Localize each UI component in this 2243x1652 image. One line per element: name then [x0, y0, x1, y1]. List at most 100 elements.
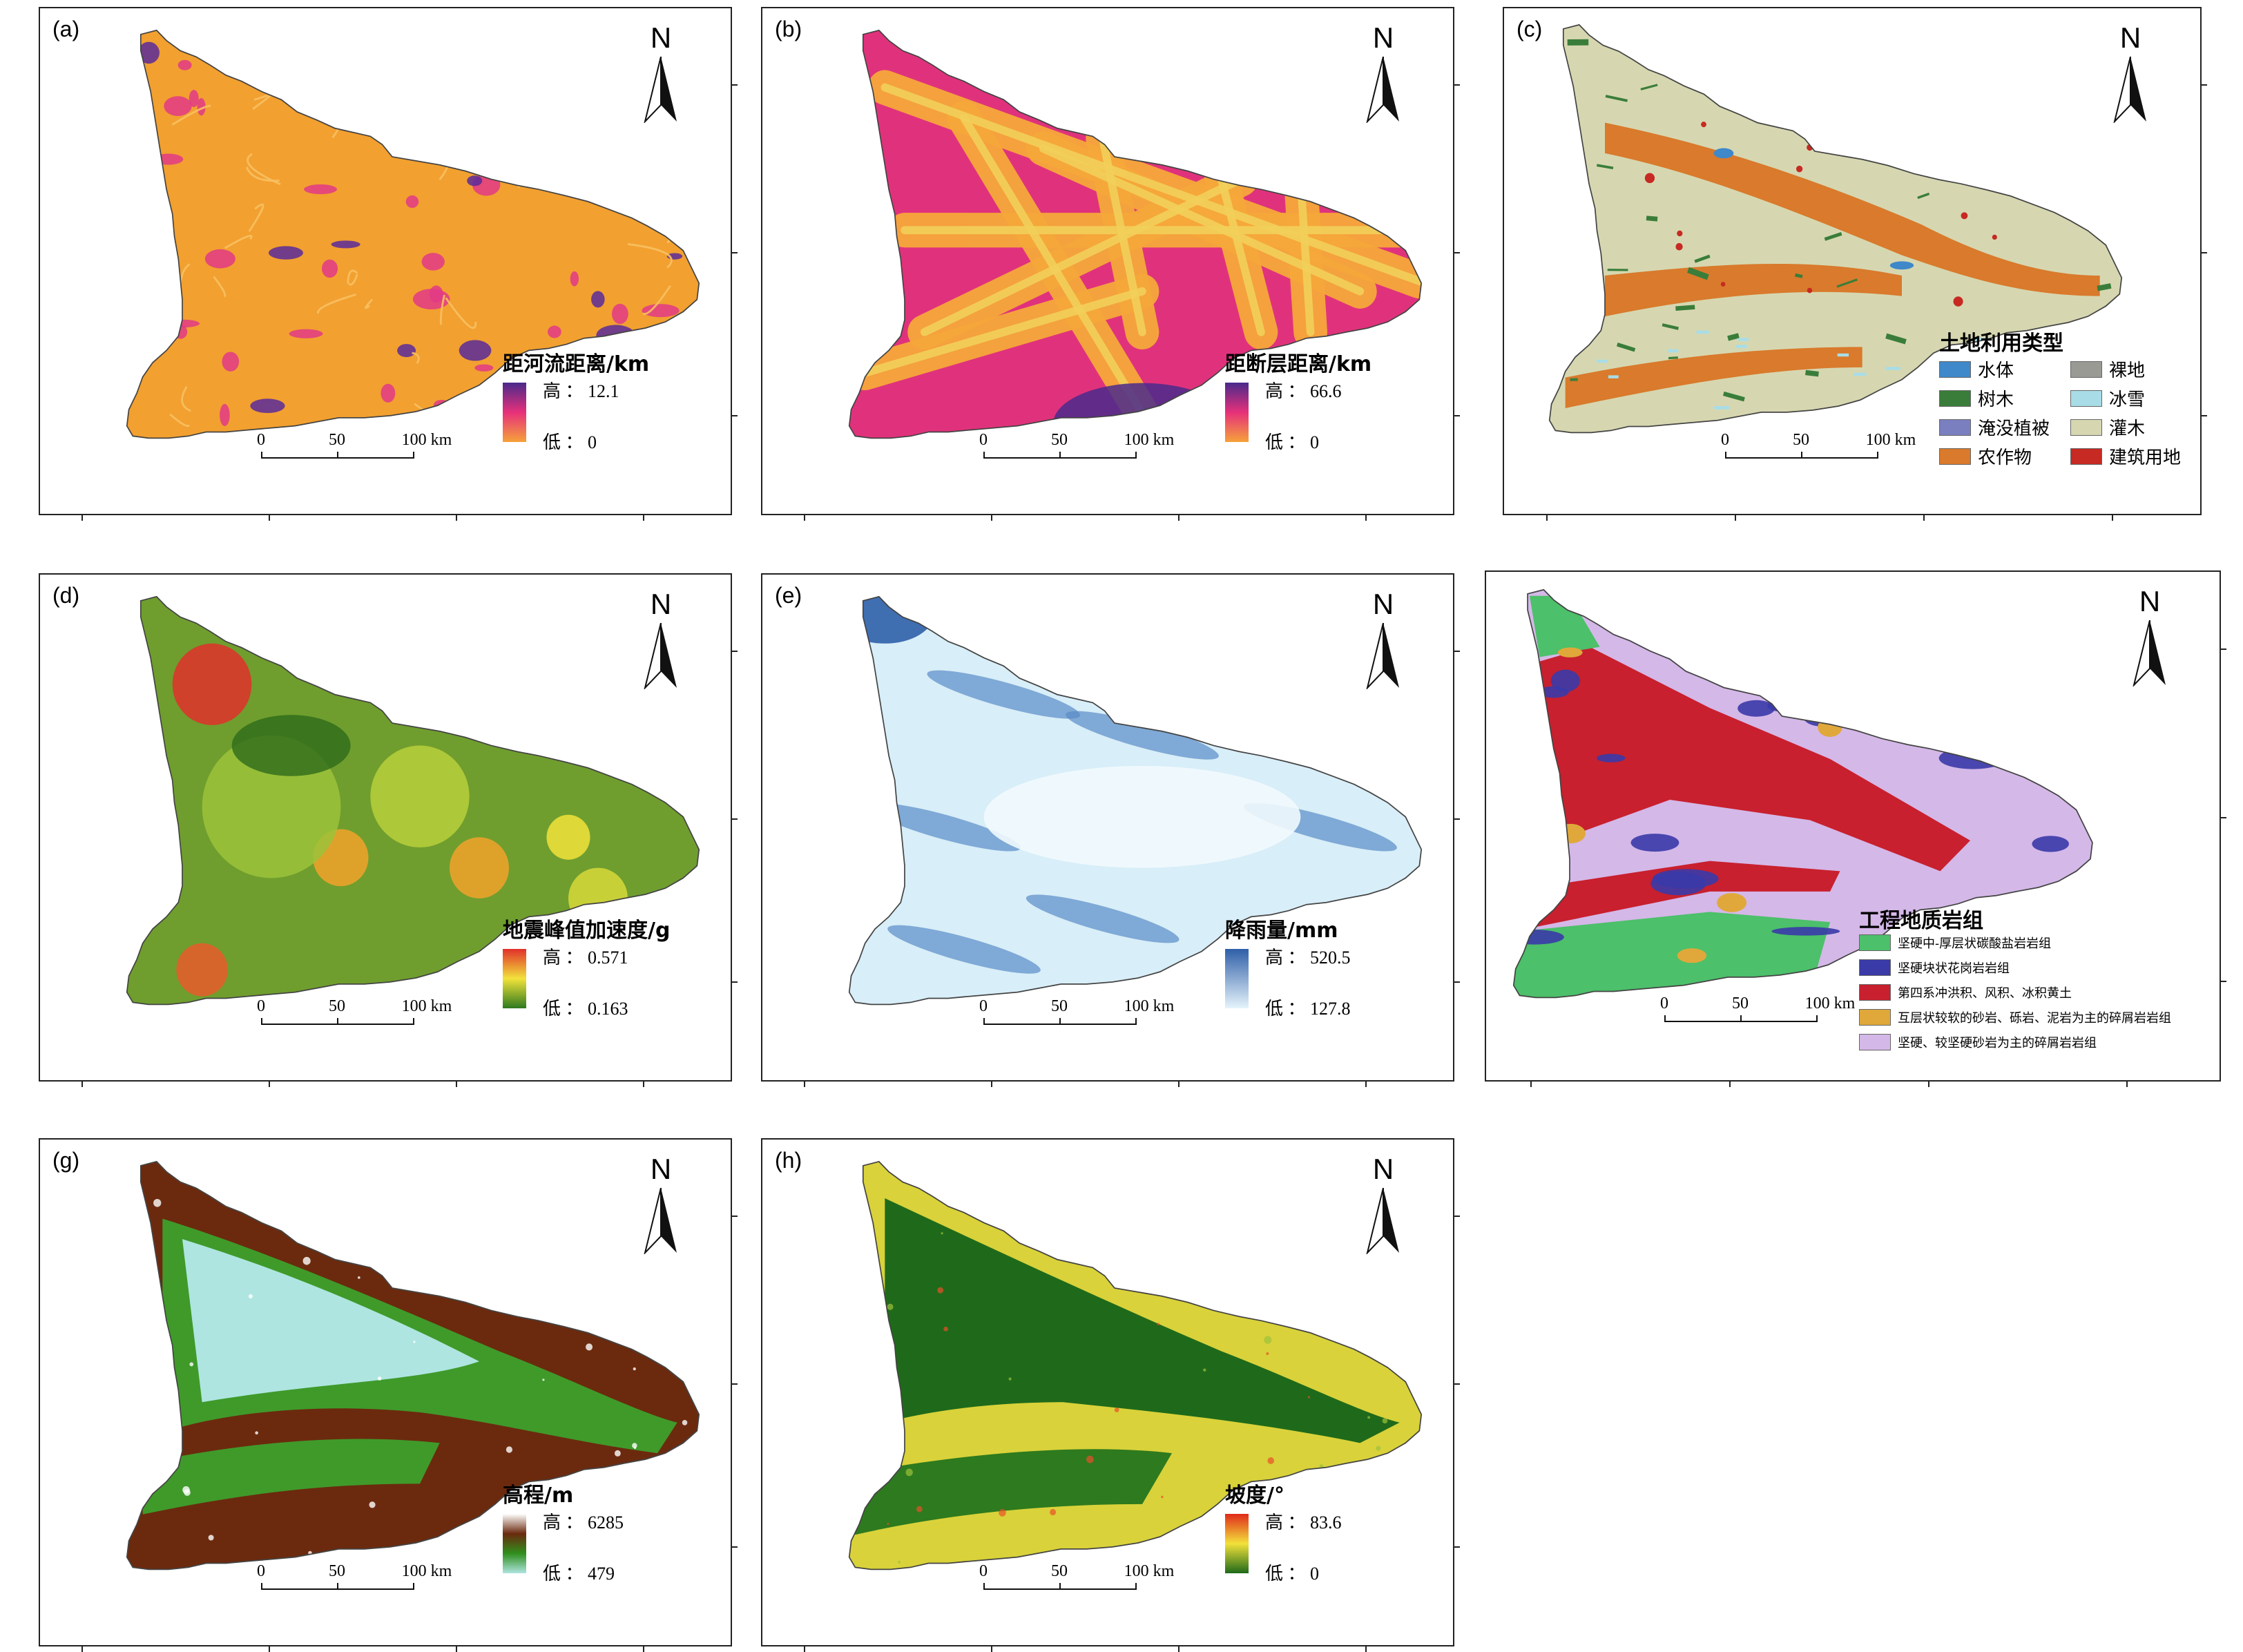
scale-bar-label: 50 [329, 1562, 345, 1580]
scale-bar-tick [337, 1018, 338, 1025]
frame-tick [1178, 514, 1180, 521]
scale-bar-tick [1135, 1018, 1137, 1025]
legend-swatch [2070, 448, 2102, 465]
north-arrow-icon: N [1359, 1155, 1407, 1265]
legend-high-label: 高 ： 66.6 [1265, 381, 1342, 401]
frame-tick [1178, 1080, 1180, 1087]
frame-tick [456, 514, 458, 521]
legend-class-label: 淹没植被 [1978, 419, 2050, 439]
frame-tick [804, 514, 806, 521]
legend-class-item: 水体 [1939, 356, 2014, 382]
study-area-map [126, 595, 700, 1006]
scale-bar: 0 50 100 km [978, 997, 1174, 1039]
legend-swatch [1939, 448, 1971, 465]
scale-bar-label: 50 [1051, 431, 1068, 449]
frame-tick [1453, 414, 1460, 416]
study-area-map [1548, 23, 2123, 434]
frame-tick [269, 514, 271, 521]
north-label: N [1372, 1153, 1394, 1185]
study-area-map [848, 595, 1423, 1006]
frame-tick [1178, 1645, 1180, 1652]
frame-tick [731, 981, 738, 983]
frame-tick [1530, 1080, 1532, 1087]
scale-bar-label: 0 [257, 997, 265, 1015]
legend-low-label: 低 ： 0 [543, 432, 597, 452]
scale-bar-tick [1664, 1015, 1666, 1022]
map-panel-b: (b) N 距断层距离/km 高 ： 66.6 低 ： 0 0 50 100 km [761, 7, 1460, 521]
frame-tick [991, 514, 993, 521]
frame-tick [2200, 252, 2207, 254]
scale-bar-tick [337, 1583, 338, 1590]
frame-tick [1923, 514, 1925, 521]
scale-bar: 0 50 100 km [978, 431, 1174, 472]
scale-bar-tick [1135, 452, 1137, 459]
legend-class-item: 坚硬块状花岗岩岩组 [1859, 959, 2010, 977]
legend-class-item: 冰雪 [2070, 385, 2145, 411]
legend-low-label: 低 ： 0.163 [543, 999, 628, 1019]
north-label: N [650, 21, 672, 54]
legend-class-item: 坚硬中-厚层状碳酸盐岩岩组 [1859, 934, 2051, 952]
north-arrow-icon: N [2126, 587, 2174, 698]
scale-bar-tick [261, 1018, 262, 1025]
scale-bar-tick [1740, 1015, 1742, 1022]
scale-bar-label: 0 [257, 431, 265, 449]
legend-color-ramp [1225, 1514, 1249, 1573]
frame-tick [1453, 981, 1460, 983]
legend-class-item: 第四系冲洪积、风积、冰积黄土 [1859, 983, 2072, 1001]
north-label: N [1372, 21, 1394, 54]
legend-color-ramp [503, 383, 526, 442]
legend-class-label: 冰雪 [2109, 390, 2146, 410]
legend-class-item: 裸地 [2070, 356, 2145, 382]
legend-class-item: 互层状较软的砂岩、砾岩、泥岩为主的碎屑岩岩组 [1859, 1008, 2171, 1026]
map-panel-d: (d) N 地震峰值加速度/g 高 ： 0.571 低 ： 0.163 0 50 100 km [39, 573, 738, 1087]
scale-bar-label: 0 [979, 1562, 988, 1580]
frame-tick [643, 514, 645, 521]
legend-low-label: 低 ： 127.8 [1265, 999, 1351, 1019]
map-panel-g: (g) N 高程/m 高 ： 6285 低 ： 479 0 50 100 km [39, 1138, 738, 1652]
legend-color-ramp [1225, 383, 1249, 442]
legend-class-item: 坚硬、较坚硬砂岩为主的碎屑岩岩组 [1859, 1033, 2097, 1051]
legend-color-ramp [1225, 949, 1249, 1008]
legend-high-label: 高 ： 0.571 [543, 948, 628, 968]
frame-tick [1453, 84, 1460, 86]
frame-tick [269, 1645, 271, 1652]
scale-bar-tick [1059, 452, 1061, 459]
frame-tick [1453, 1216, 1460, 1218]
legend-swatch [1859, 1034, 1891, 1050]
panel-letter: (g) [52, 1148, 80, 1173]
scale-bar: 0 50 100 km [1659, 995, 1855, 1036]
legend-class-label: 农作物 [1978, 448, 2032, 468]
frame-tick [269, 1080, 271, 1087]
frame-tick [731, 1383, 738, 1385]
frame-tick [2200, 414, 2207, 416]
legend-swatch [1859, 959, 1891, 976]
scale-bar-label: 100 km [401, 1562, 452, 1580]
legend-swatch [2070, 361, 2102, 378]
legend-class-label: 水体 [1978, 361, 2014, 381]
frame-tick [1365, 1080, 1367, 1087]
map-panel-c: (c) N 土地利用类型 水体 裸地 树木 冰雪 淹没植被 灌木 农作物 建筑用地 0 50 100 km [1503, 7, 2207, 521]
legend-class-item: 树木 [1939, 385, 2014, 411]
legend-swatch [1939, 419, 1971, 436]
legend-swatch [2070, 390, 2102, 407]
frame-tick [731, 1216, 738, 1218]
frame-tick [731, 414, 738, 416]
legend-high-label: 高 ： 6285 [543, 1512, 624, 1533]
panel-letter: (d) [52, 583, 80, 608]
north-label: N [2139, 585, 2161, 617]
north-label: N [650, 588, 672, 620]
legend-class-label: 互层状较软的砂岩、砾岩、泥岩为主的碎屑岩岩组 [1898, 1011, 2171, 1026]
frame-tick [2126, 1080, 2128, 1087]
frame-tick [2220, 981, 2226, 982]
legend-swatch [1939, 361, 1971, 378]
legend-title: 坡度/° [1225, 1483, 1284, 1508]
study-area-map [848, 1160, 1423, 1571]
frame-tick [2220, 649, 2226, 650]
legend-title: 距断层距离/km [1225, 352, 1372, 376]
scale-bar-label: 100 km [1124, 431, 1175, 449]
scale-bar-tick [983, 1018, 985, 1025]
legend-class-label: 坚硬、较坚硬砂岩为主的碎屑岩岩组 [1898, 1036, 2097, 1050]
north-label: N [650, 1153, 672, 1185]
frame-tick [643, 1080, 645, 1087]
legend-class-label: 裸地 [2109, 361, 2146, 381]
